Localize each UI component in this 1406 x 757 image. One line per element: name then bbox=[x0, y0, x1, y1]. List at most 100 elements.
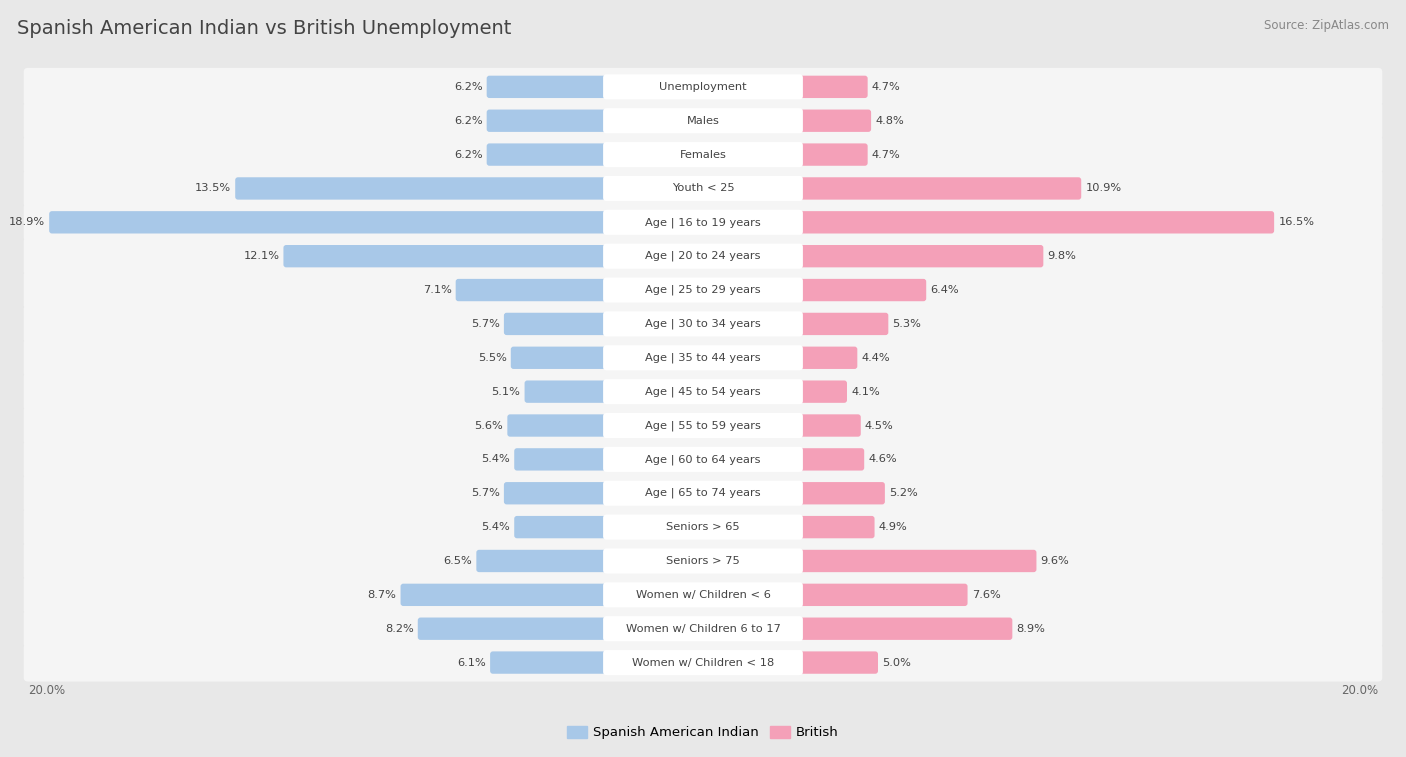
FancyBboxPatch shape bbox=[603, 650, 803, 675]
FancyBboxPatch shape bbox=[700, 516, 875, 538]
Text: 4.8%: 4.8% bbox=[875, 116, 904, 126]
FancyBboxPatch shape bbox=[603, 345, 803, 370]
Text: 8.9%: 8.9% bbox=[1017, 624, 1045, 634]
Text: Age | 45 to 54 years: Age | 45 to 54 years bbox=[645, 386, 761, 397]
FancyBboxPatch shape bbox=[486, 143, 706, 166]
FancyBboxPatch shape bbox=[700, 584, 967, 606]
Text: Women w/ Children < 18: Women w/ Children < 18 bbox=[631, 658, 775, 668]
Text: Seniors > 75: Seniors > 75 bbox=[666, 556, 740, 566]
Text: Females: Females bbox=[679, 150, 727, 160]
Text: 13.5%: 13.5% bbox=[195, 183, 231, 194]
FancyBboxPatch shape bbox=[503, 482, 706, 504]
Text: 4.1%: 4.1% bbox=[851, 387, 880, 397]
Text: 5.2%: 5.2% bbox=[889, 488, 918, 498]
FancyBboxPatch shape bbox=[700, 143, 868, 166]
FancyBboxPatch shape bbox=[24, 170, 1382, 207]
Text: Age | 16 to 19 years: Age | 16 to 19 years bbox=[645, 217, 761, 228]
Text: Age | 20 to 24 years: Age | 20 to 24 years bbox=[645, 251, 761, 261]
FancyBboxPatch shape bbox=[456, 279, 706, 301]
FancyBboxPatch shape bbox=[418, 618, 706, 640]
Text: Source: ZipAtlas.com: Source: ZipAtlas.com bbox=[1264, 19, 1389, 32]
FancyBboxPatch shape bbox=[603, 176, 803, 201]
FancyBboxPatch shape bbox=[603, 210, 803, 235]
FancyBboxPatch shape bbox=[603, 311, 803, 336]
FancyBboxPatch shape bbox=[508, 414, 706, 437]
Text: 7.1%: 7.1% bbox=[423, 285, 451, 295]
FancyBboxPatch shape bbox=[49, 211, 706, 233]
Text: 20.0%: 20.0% bbox=[1341, 684, 1378, 696]
FancyBboxPatch shape bbox=[700, 211, 1274, 233]
FancyBboxPatch shape bbox=[700, 414, 860, 437]
FancyBboxPatch shape bbox=[700, 110, 872, 132]
Text: 4.6%: 4.6% bbox=[869, 454, 897, 464]
Text: 4.7%: 4.7% bbox=[872, 150, 900, 160]
FancyBboxPatch shape bbox=[24, 101, 1382, 140]
FancyBboxPatch shape bbox=[700, 381, 846, 403]
FancyBboxPatch shape bbox=[491, 651, 706, 674]
Text: Age | 25 to 29 years: Age | 25 to 29 years bbox=[645, 285, 761, 295]
FancyBboxPatch shape bbox=[24, 339, 1382, 377]
Text: 5.4%: 5.4% bbox=[481, 454, 510, 464]
Text: 5.3%: 5.3% bbox=[893, 319, 921, 329]
Text: 9.6%: 9.6% bbox=[1040, 556, 1070, 566]
FancyBboxPatch shape bbox=[603, 447, 803, 472]
Text: 4.4%: 4.4% bbox=[862, 353, 890, 363]
Text: 9.8%: 9.8% bbox=[1047, 251, 1077, 261]
FancyBboxPatch shape bbox=[24, 136, 1382, 173]
FancyBboxPatch shape bbox=[486, 76, 706, 98]
Text: 16.5%: 16.5% bbox=[1278, 217, 1315, 227]
Text: 5.5%: 5.5% bbox=[478, 353, 506, 363]
FancyBboxPatch shape bbox=[603, 481, 803, 506]
FancyBboxPatch shape bbox=[700, 313, 889, 335]
Text: 10.9%: 10.9% bbox=[1085, 183, 1122, 194]
Text: Males: Males bbox=[686, 116, 720, 126]
Text: Age | 65 to 74 years: Age | 65 to 74 years bbox=[645, 488, 761, 499]
FancyBboxPatch shape bbox=[401, 584, 706, 606]
Text: Seniors > 65: Seniors > 65 bbox=[666, 522, 740, 532]
FancyBboxPatch shape bbox=[700, 279, 927, 301]
FancyBboxPatch shape bbox=[603, 379, 803, 404]
FancyBboxPatch shape bbox=[700, 347, 858, 369]
FancyBboxPatch shape bbox=[235, 177, 706, 200]
Text: Unemployment: Unemployment bbox=[659, 82, 747, 92]
Text: 5.7%: 5.7% bbox=[471, 488, 499, 498]
FancyBboxPatch shape bbox=[477, 550, 706, 572]
Text: 6.1%: 6.1% bbox=[457, 658, 486, 668]
Text: 5.7%: 5.7% bbox=[471, 319, 499, 329]
Text: 20.0%: 20.0% bbox=[28, 684, 65, 696]
FancyBboxPatch shape bbox=[603, 515, 803, 540]
FancyBboxPatch shape bbox=[603, 548, 803, 574]
FancyBboxPatch shape bbox=[515, 448, 706, 471]
FancyBboxPatch shape bbox=[700, 245, 1043, 267]
Text: Youth < 25: Youth < 25 bbox=[672, 183, 734, 194]
FancyBboxPatch shape bbox=[603, 142, 803, 167]
FancyBboxPatch shape bbox=[603, 413, 803, 438]
Text: 4.9%: 4.9% bbox=[879, 522, 907, 532]
FancyBboxPatch shape bbox=[24, 441, 1382, 478]
Legend: Spanish American Indian, British: Spanish American Indian, British bbox=[562, 721, 844, 745]
Text: 6.2%: 6.2% bbox=[454, 82, 482, 92]
Text: Age | 35 to 44 years: Age | 35 to 44 years bbox=[645, 353, 761, 363]
Text: Age | 30 to 34 years: Age | 30 to 34 years bbox=[645, 319, 761, 329]
FancyBboxPatch shape bbox=[515, 516, 706, 538]
Text: 12.1%: 12.1% bbox=[243, 251, 280, 261]
FancyBboxPatch shape bbox=[24, 204, 1382, 241]
Text: Age | 60 to 64 years: Age | 60 to 64 years bbox=[645, 454, 761, 465]
Text: 5.6%: 5.6% bbox=[474, 421, 503, 431]
Text: 8.7%: 8.7% bbox=[367, 590, 396, 600]
FancyBboxPatch shape bbox=[24, 372, 1382, 410]
Text: 7.6%: 7.6% bbox=[972, 590, 1001, 600]
Text: 4.7%: 4.7% bbox=[872, 82, 900, 92]
Text: 8.2%: 8.2% bbox=[385, 624, 413, 634]
Text: Spanish American Indian vs British Unemployment: Spanish American Indian vs British Unemp… bbox=[17, 19, 512, 38]
FancyBboxPatch shape bbox=[700, 651, 877, 674]
Text: 6.5%: 6.5% bbox=[443, 556, 472, 566]
FancyBboxPatch shape bbox=[603, 244, 803, 269]
FancyBboxPatch shape bbox=[510, 347, 706, 369]
Text: 5.4%: 5.4% bbox=[481, 522, 510, 532]
FancyBboxPatch shape bbox=[700, 76, 868, 98]
FancyBboxPatch shape bbox=[700, 550, 1036, 572]
FancyBboxPatch shape bbox=[700, 618, 1012, 640]
FancyBboxPatch shape bbox=[24, 576, 1382, 614]
FancyBboxPatch shape bbox=[603, 74, 803, 99]
